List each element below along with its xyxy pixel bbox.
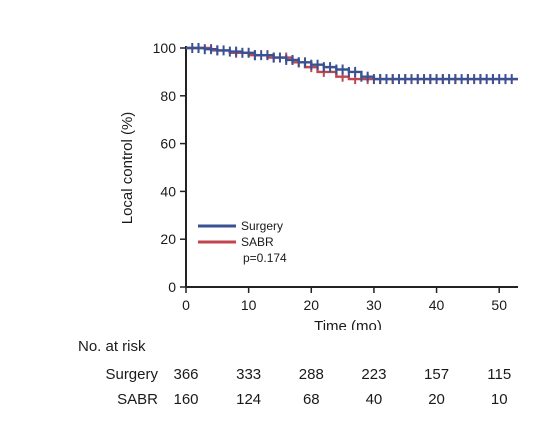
risk-count: 157 xyxy=(424,366,450,383)
x-tick-label: 30 xyxy=(366,297,382,313)
y-tick-label: 100 xyxy=(153,40,177,56)
risk-count: 333 xyxy=(236,366,262,383)
x-tick-label: 20 xyxy=(303,297,319,313)
legend: Surgery SABR p=0.174 xyxy=(198,219,287,265)
axes: 0 20 40 60 80 100 0 10 20 30 40 50 xyxy=(153,40,518,313)
risk-count: 366 xyxy=(173,366,199,383)
series-layer xyxy=(186,43,518,85)
risk-count: 124 xyxy=(236,391,262,408)
risk-table-title: No. at risk xyxy=(78,338,146,355)
km-chart: 0 20 40 60 80 100 0 10 20 30 40 50 Surgery SABR p=0.1… xyxy=(119,40,518,330)
p-value-annotation: p=0.174 xyxy=(243,251,287,265)
risk-count: 115 xyxy=(487,366,512,383)
risk-count: 20 xyxy=(428,391,445,408)
risk-count: 10 xyxy=(490,391,508,408)
x-tick-label: 0 xyxy=(182,297,190,313)
risk-row-label: Surgery xyxy=(105,366,158,383)
risk-row-sabr: SABR 160 124 68 40 20 10 xyxy=(0,391,553,411)
legend-label-surgery: Surgery xyxy=(241,219,283,233)
y-tick-label: 0 xyxy=(168,279,176,295)
risk-row-label: SABR xyxy=(117,391,158,408)
risk-count: 223 xyxy=(361,366,387,383)
risk-row-surgery: Surgery 366 333 288 223 157 115 xyxy=(0,366,553,386)
x-tick-label: 10 xyxy=(241,297,257,313)
y-tick-label: 20 xyxy=(160,231,176,247)
x-axis-label: Time (mo) xyxy=(314,318,382,330)
risk-count: 68 xyxy=(302,391,320,408)
risk-count: 160 xyxy=(173,391,199,408)
x-tick-label: 40 xyxy=(429,297,445,313)
y-tick-label: 80 xyxy=(160,88,176,104)
y-tick-label: 60 xyxy=(160,136,176,152)
risk-count: 40 xyxy=(365,391,383,408)
legend-label-sabr: SABR xyxy=(241,235,274,249)
x-tick-label: 50 xyxy=(491,297,507,313)
y-axis-label: Local control (%) xyxy=(119,112,136,225)
risk-count: 288 xyxy=(298,366,324,383)
y-tick-label: 40 xyxy=(160,183,176,199)
